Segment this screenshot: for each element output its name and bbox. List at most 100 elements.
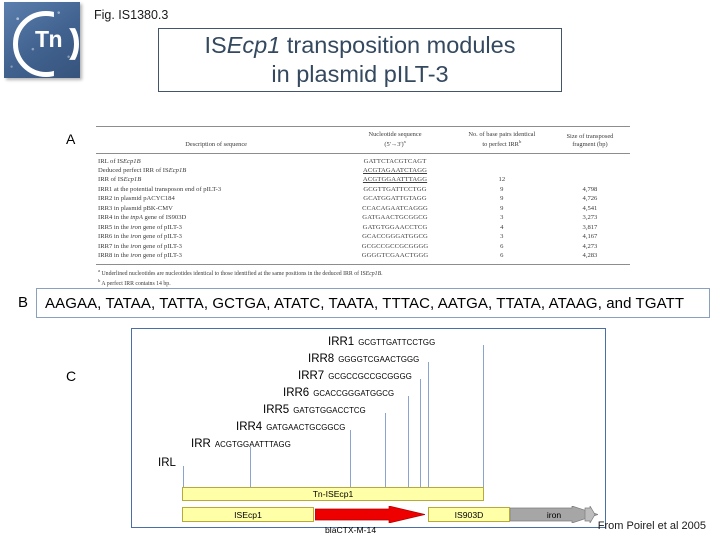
cell-description: IRR7 in the iron gene of pILT-3 (98, 242, 182, 250)
callout-irl-name: IRL (158, 457, 176, 469)
col-header-identical-l1: No. of base pairs identical (468, 130, 536, 138)
title-prefix: IS (204, 32, 227, 59)
cell-identical-bp (454, 166, 550, 175)
callout-irr7-name: IRR7 (298, 370, 325, 382)
cell-fragment-size: 4,273 (582, 242, 598, 250)
cell-description-gene: iron (130, 252, 142, 260)
col-header-description: Description of sequence (96, 126, 337, 154)
col-header-nucleotide-l1: Nucleotide sequence (368, 130, 422, 138)
ctn-logo: Tn (4, 2, 80, 78)
leader-line-irr4 (350, 430, 352, 487)
cell-description: IRR of ISEcp1B (98, 176, 142, 184)
cell-fragment-size: 3,273 (582, 214, 598, 222)
title-suffix: transposition modules (280, 32, 516, 59)
callout-irr7-seq: GCGCCGCCGCGGGG (328, 372, 412, 381)
cell-nucleotide-sequence: GCATGGATTGTAGG (363, 195, 427, 203)
cell-description-gene: Ecp1B (123, 176, 142, 184)
cell-fragment-size: 4,541 (582, 204, 598, 212)
cell-fragment-size: 3,817 (582, 223, 598, 231)
footnote-a-pre: Underlined nucleotides are nucleotides i… (100, 270, 366, 277)
gene-bar-is903d-label: IS903D (454, 509, 484, 520)
cell-description: IRR8 in the iron gene of pILT-3 (96, 251, 337, 265)
panel-letter-c: C (66, 368, 77, 384)
logo-text: Tn (35, 26, 63, 52)
leader-line-irr5 (385, 413, 387, 487)
footnote-a-post: . (381, 270, 383, 277)
table-row: Deduced perfect IRR of ISEcp1B ACGTAGAATC… (96, 166, 630, 175)
cell-identical-bp: 9 (500, 204, 504, 212)
gene-bar-is903d: IS903D (428, 507, 510, 522)
footnote-b: b A perfect IRR contains 14 bp. (98, 278, 628, 289)
transposon-bar-label: Tn-ISEcp1 (312, 489, 354, 499)
cell-nucleotide-sequence: GATGTGGAACCTCG (362, 223, 428, 231)
terminus-icon (584, 504, 596, 525)
leader-line-irr (250, 447, 252, 487)
panel-c-box: IRR1 GCGTTGATTCCTGG IRR8 GGGGTCGAACTGGG IR… (131, 328, 606, 535)
cell-fragment-size: 4,726 (582, 195, 598, 203)
table-row: IRR of ISEcp1B ACGTGGAATTTAGG 12 (96, 175, 630, 184)
callout-irr8-seq: GGGGTCGAACTGGG (338, 355, 420, 364)
col-header-identical: No. of base pairs identical to perfect I… (453, 126, 550, 154)
callout-irr: IRR ACGTGGAATTTAGG (191, 434, 291, 452)
footnote-b-text: A perfect IRR contains 14 bp. (100, 281, 171, 288)
cell-identical-bp: 6 (453, 251, 550, 265)
table-row: IRR8 in the iron gene of pILT-3 GGGGTCGAA… (96, 251, 630, 265)
cell-fragment-size: 4,167 (582, 233, 598, 241)
gene-terminus-marker (584, 504, 596, 525)
table-row: IRL of ISEcp1B GATTCTACGTCAGT (96, 153, 630, 166)
col-header-size: Size of transposed fragment (bp) (549, 126, 630, 154)
cell-description: IRR5 in the iron gene of pILT-3 (98, 223, 182, 231)
cell-identical-bp: 3 (500, 214, 504, 222)
footnote-a-marker: a (98, 267, 101, 273)
cell-nucleotide-sequence: GATGAACTGCGGCG (362, 214, 428, 222)
callout-irr7: IRR7 GCGCCGCCGCGGGG (298, 366, 412, 384)
table-body: IRL of ISEcp1B GATTCTACGTCAGT Deduced perf… (96, 153, 630, 265)
cell-identical-bp: 9 (500, 185, 504, 193)
table-row: IRR1 at the potential transposon end of … (96, 185, 630, 194)
gene-bar-isecp1-label: ISEcp1 (234, 509, 262, 520)
panel-c-diagram: IRR1 GCGTTGATTCCTGG IRR8 GGGGTCGAACTGGG IR… (132, 329, 605, 535)
figure-label: Fig. IS1380.3 (94, 8, 169, 22)
callout-irr5-seq: GATGTGGACCTCG (293, 406, 366, 415)
col-header-nucleotide: Nucleotide sequence (5'→3')a (336, 126, 454, 154)
title-line-2: in plasmid pILT-3 (271, 61, 449, 87)
cell-identical-bp: 12 (498, 176, 506, 184)
callout-irr1-seq: GCGTTGATTCCTGG (358, 338, 436, 347)
source-citation: From Poirel et al 2005 (597, 520, 706, 532)
sequence-table-panel: Description of sequence Nucleotide seque… (96, 126, 630, 291)
cell-fragment-size (550, 175, 630, 184)
table-header-row: Description of sequence Nucleotide seque… (96, 126, 630, 154)
callout-irr-name: IRR (191, 438, 211, 450)
cell-description-gene: iron (130, 242, 142, 250)
panel-letter-b: B (18, 294, 29, 311)
cell-description-gene: Ecp1B (123, 157, 141, 165)
callout-irr8: IRR8 GGGGTCGAACTGGG (308, 349, 419, 367)
cell-nucleotide-sequence: GCACCGGGATGGCG (362, 233, 428, 241)
callout-irr4-seq: GATGAACTGCGGCG (266, 423, 346, 432)
cell-description-gene: Ecp1B (168, 166, 187, 174)
col-header-identical-l2: to perfect IRR (482, 140, 519, 148)
red-arrow-icon (314, 505, 426, 524)
cell-description: IRL of ISEcp1B (98, 157, 141, 165)
callout-irr-seq: ACGTGGAATTTAGG (214, 440, 291, 449)
col-header-size-l1: Size of transposed (566, 132, 614, 140)
cell-fragment-size (550, 153, 630, 166)
col-header-identical-sup: b (518, 138, 522, 144)
cell-identical-bp: 6 (500, 242, 504, 250)
cell-nucleotide-sequence: GCGCCGCCGCGGGG (361, 242, 429, 250)
leader-line-irl (183, 466, 185, 487)
cell-description: IRR3 in plasmid pBK-CMV (98, 204, 173, 212)
leader-line-irr6 (408, 396, 410, 487)
table-row: IRR6 in the iron gene of pILT-3 GCACCGGGA… (96, 232, 630, 241)
col-header-nucleotide-sup: a (403, 138, 406, 144)
callout-irr6: IRR6 GCACCGGGATGGCG (283, 383, 394, 401)
panel-b-box: AAGAA, TATAA, TATTA, GCTGA, ATATC, TAATA… (36, 288, 710, 318)
footnote-a-em: Ecp1B (365, 270, 382, 277)
cell-fragment-size: 4,798 (582, 185, 598, 193)
callout-irr1-name: IRR1 (328, 336, 355, 348)
leader-line-irr8 (428, 362, 430, 487)
cell-description: IRR6 in the iron gene of pILT-3 (98, 233, 182, 241)
table-row: IRR2 in plasmid pACYC184 GCATGGATTGTAGG 9 4… (96, 194, 630, 203)
page-title: ISEcp1 transposition modules in plasmid … (205, 31, 516, 88)
leader-line-irr1 (483, 345, 485, 487)
